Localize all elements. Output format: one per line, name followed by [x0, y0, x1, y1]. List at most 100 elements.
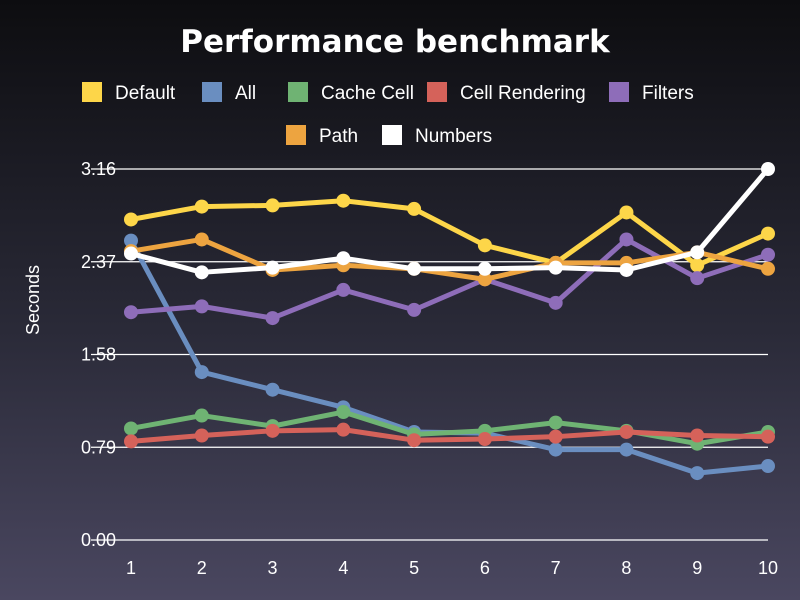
legend: Default All Cache Cell Cell Rendering Filter…: [82, 82, 694, 147]
data-point[interactable]: [194, 199, 209, 214]
data-point[interactable]: [407, 261, 422, 276]
legend-label: Cell Rendering: [460, 83, 586, 104]
data-point[interactable]: [690, 466, 705, 481]
chart-title: Performance benchmark: [180, 24, 611, 60]
data-point[interactable]: [477, 238, 492, 253]
data-point[interactable]: [407, 201, 422, 216]
series: [124, 422, 775, 449]
x-tick-label: 5: [409, 558, 419, 578]
data-point[interactable]: [690, 245, 705, 260]
legend-swatch: [286, 125, 306, 145]
legend-item[interactable]: Path: [286, 125, 358, 147]
data-point[interactable]: [194, 265, 209, 280]
x-tick-label: 10: [758, 558, 778, 578]
data-point[interactable]: [194, 299, 209, 314]
legend-item[interactable]: Cell Rendering: [427, 82, 586, 104]
y-tick-label: 3.16: [81, 159, 116, 179]
series: [124, 405, 775, 451]
data-point[interactable]: [619, 205, 634, 220]
data-point[interactable]: [548, 295, 563, 310]
y-tick-label: 0.00: [81, 530, 116, 550]
data-point[interactable]: [265, 423, 280, 438]
x-tick-label: 3: [268, 558, 278, 578]
data-point[interactable]: [619, 424, 634, 439]
data-point[interactable]: [761, 162, 775, 176]
data-point[interactable]: [761, 459, 775, 474]
series-line: [130, 167, 770, 275]
data-point[interactable]: [690, 271, 705, 286]
data-point[interactable]: [548, 442, 563, 457]
x-tick-label: 7: [551, 558, 561, 578]
data-point[interactable]: [336, 251, 351, 266]
data-point[interactable]: [690, 258, 705, 273]
legend-label: Numbers: [415, 126, 492, 147]
data-point[interactable]: [548, 260, 563, 275]
series: [124, 193, 775, 273]
y-tick-label: 0.79: [81, 437, 116, 457]
legend-item[interactable]: Default: [82, 82, 176, 104]
legend-item[interactable]: Cache Cell: [288, 82, 414, 104]
data-point[interactable]: [407, 302, 422, 317]
legend-swatch: [288, 82, 308, 102]
data-point[interactable]: [194, 365, 209, 380]
legend-item[interactable]: Numbers: [382, 125, 492, 147]
y-tick-label: 2.37: [81, 252, 116, 272]
data-point[interactable]: [124, 212, 138, 227]
data-point[interactable]: [619, 262, 634, 277]
legend-swatch: [382, 125, 402, 145]
data-point[interactable]: [336, 422, 351, 437]
data-point[interactable]: [124, 246, 138, 261]
series-line: [130, 198, 770, 268]
data-point[interactable]: [407, 433, 422, 448]
data-point[interactable]: [761, 261, 775, 276]
series-line: [130, 427, 769, 444]
legend-swatch: [202, 82, 222, 102]
y-tick-label: 1.58: [81, 345, 116, 365]
data-point[interactable]: [477, 432, 492, 447]
legend-swatch: [82, 82, 102, 102]
data-point[interactable]: [761, 226, 775, 241]
data-point[interactable]: [761, 247, 775, 262]
legend-label: Filters: [642, 83, 694, 104]
data-point[interactable]: [548, 415, 563, 430]
data-point[interactable]: [690, 428, 705, 443]
data-point[interactable]: [761, 429, 775, 444]
data-point[interactable]: [265, 260, 280, 275]
legend-label: Path: [319, 126, 358, 147]
x-tick-label: 2: [197, 558, 207, 578]
data-point[interactable]: [619, 442, 634, 457]
legend-swatch: [609, 82, 629, 102]
x-tick-label: 9: [692, 558, 702, 578]
series-layer: [124, 162, 775, 481]
data-point[interactable]: [124, 434, 138, 449]
data-point[interactable]: [548, 429, 563, 444]
x-axis-ticks: 1 2 3 4 5 6 7 8 9 10: [126, 558, 778, 578]
data-point[interactable]: [336, 282, 351, 297]
data-point[interactable]: [619, 232, 634, 247]
data-point[interactable]: [336, 405, 351, 420]
data-point[interactable]: [194, 428, 209, 443]
data-point[interactable]: [194, 408, 209, 423]
legend-swatch: [427, 82, 447, 102]
x-tick-label: 6: [480, 558, 490, 578]
data-point[interactable]: [336, 193, 351, 208]
x-tick-label: 8: [621, 558, 631, 578]
legend-item[interactable]: All: [202, 82, 256, 104]
data-point[interactable]: [124, 233, 138, 248]
data-point[interactable]: [265, 311, 280, 326]
x-tick-label: 4: [338, 558, 348, 578]
data-point[interactable]: [477, 272, 492, 287]
data-point[interactable]: [265, 382, 280, 397]
series-line: [130, 409, 769, 447]
legend-item[interactable]: Filters: [609, 82, 694, 104]
legend-label: Cache Cell: [321, 83, 414, 104]
legend-label: Default: [115, 83, 176, 104]
data-point[interactable]: [477, 261, 492, 276]
data-point[interactable]: [124, 421, 138, 436]
data-point[interactable]: [265, 198, 280, 213]
data-point[interactable]: [124, 305, 138, 320]
y-axis-label: Seconds: [23, 265, 43, 335]
data-point[interactable]: [194, 232, 209, 247]
